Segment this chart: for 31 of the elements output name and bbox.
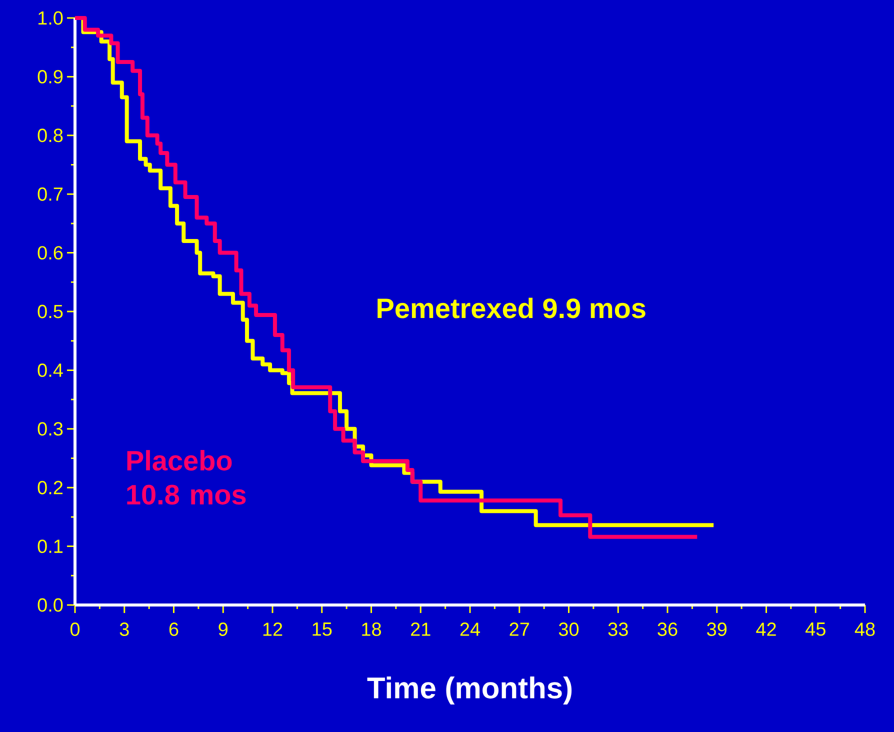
x-axis-title: Time (months) [367,676,572,704]
y-tick-label: 0.4 [38,363,63,377]
y-tick-label: 0.2 [38,480,63,494]
y-tick-label: 1.0 [38,11,63,25]
x-tick-label: 0 [70,622,80,636]
x-tick-label: 18 [362,622,381,636]
y-tick-label: 0.3 [38,422,63,436]
y-tick-label: 0.0 [38,598,63,612]
x-tick-label: 45 [806,622,826,636]
y-tick-label: 0.8 [38,128,63,142]
x-tick-label: 3 [120,622,129,636]
text: Placebo 10.8 mos [127,450,246,505]
y-tick-label: 0.5 [38,304,63,318]
x-tick-label: 42 [756,622,776,636]
x-tick-label: 21 [411,622,430,636]
x-tick-label: 12 [263,622,282,636]
x-tick-label: 24 [460,622,480,636]
y-tick-label: 0.6 [38,246,63,260]
x-tick-label: 6 [169,622,178,636]
text: Pemetrexed 9.9 mos [378,298,646,318]
x-tick-label: 36 [658,622,678,636]
x-tick-label: 39 [707,622,727,636]
x-tick-label: 15 [312,622,332,636]
y-tick-label: 0.1 [38,540,63,554]
x-tick-label: 30 [558,622,579,636]
x-tick-label: 9 [218,622,228,636]
x-tick-label: 48 [854,622,875,636]
y-tick-label: 0.9 [38,70,63,84]
x-tick-label: 27 [510,622,529,636]
y-tick-label: 0.7 [38,187,63,201]
x-tick-label: 33 [608,622,628,636]
